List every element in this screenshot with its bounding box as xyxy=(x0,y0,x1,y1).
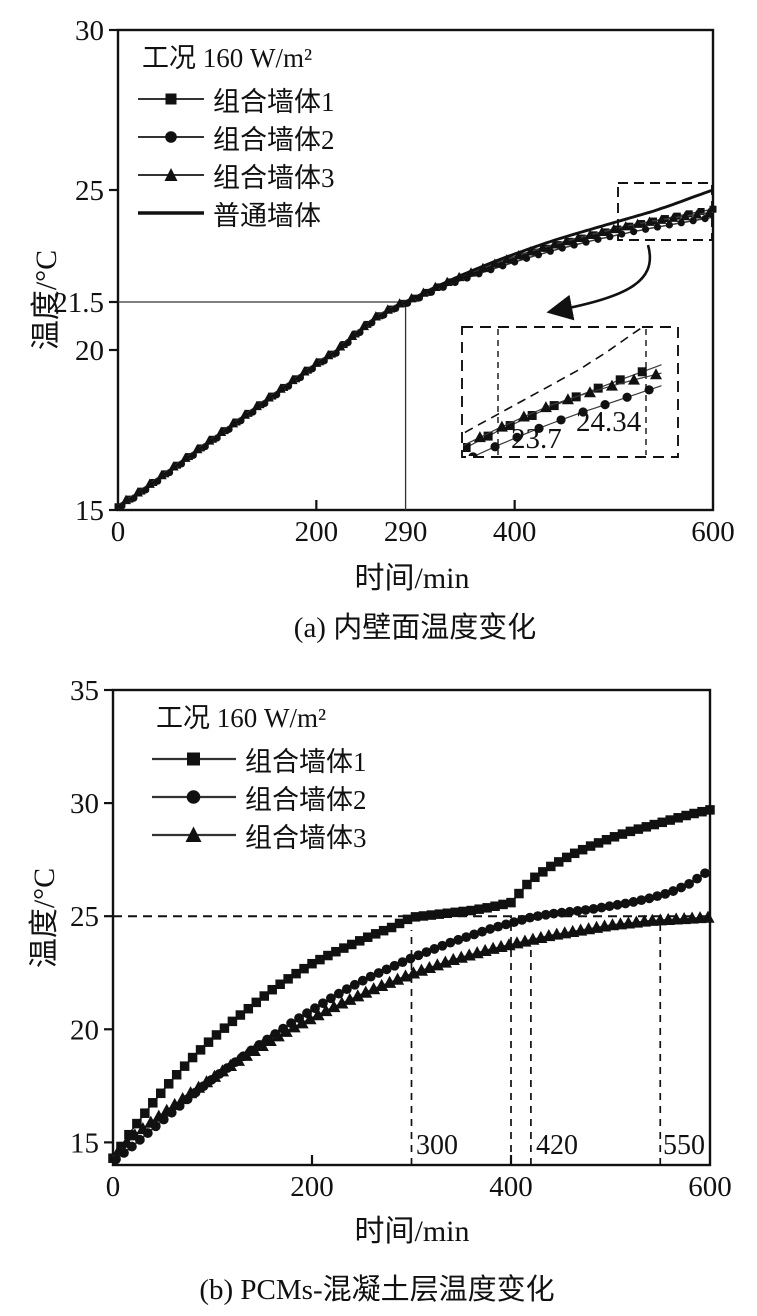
legend-a-label-4: 普通墙体 xyxy=(213,200,321,231)
y-tick-label: 25 xyxy=(75,175,104,207)
caption-b: (b) PCMs-混凝土层温度变化 xyxy=(199,1274,555,1306)
inset-series-普通墙体 xyxy=(463,328,643,435)
solid-line-icon xyxy=(138,211,204,215)
square-marker-icon xyxy=(138,93,204,105)
inset-box xyxy=(461,326,679,458)
x-tick-label: 0 xyxy=(106,1171,121,1203)
chart-a-canvas: 15 20 21.5 25 30 0 200 290 400 600 时间/min 温度/°C xyxy=(30,15,735,595)
circle-marker-icon xyxy=(138,131,204,143)
series-组合墙体2 xyxy=(111,868,711,1165)
series-组合墙体3 xyxy=(112,910,715,1157)
axis-ticks-labels: 15 20 25 30 35 0 200 400 600 xyxy=(70,675,732,1203)
x-tick-label: 400 xyxy=(493,516,537,548)
reference-lines xyxy=(118,301,407,510)
chart-b-generated: 15 20 25 30 35 0 200 400 600 xyxy=(70,675,732,1203)
series-组合墙体2 xyxy=(117,215,714,510)
legend-b-item-wall3: 组合墙体3 xyxy=(152,816,367,854)
zoom-selection-box xyxy=(617,182,713,241)
inset-series xyxy=(463,328,662,456)
legend-a-item-wall2: 组合墙体2 xyxy=(138,118,335,156)
x-axis-title-a: 时间/min xyxy=(354,562,469,595)
legend-b-item-wall2: 组合墙体2 xyxy=(152,778,367,816)
legend-a-item-wall3: 组合墙体3 xyxy=(138,156,335,194)
inset-value-label-24-34: 24.34 xyxy=(576,406,642,438)
x-tick-label: 600 xyxy=(691,516,735,548)
chart-b-canvas: 15 20 25 30 35 0 200 400 600 时间/min 温度/°C xyxy=(28,675,732,1248)
y-axis-title-a: 温度/°C xyxy=(30,250,63,350)
y-tick-label: 20 xyxy=(75,335,104,367)
y-tick-label: 15 xyxy=(75,495,104,527)
y-tick-label: 20 xyxy=(70,1014,99,1046)
square-marker-icon xyxy=(152,752,236,766)
legend-a: 工况 160 W/m² 组合墙体1 组合墙体2 组合墙体3 xyxy=(138,36,335,232)
plot-frame-a xyxy=(116,28,715,512)
series-普通墙体 xyxy=(117,188,714,509)
triangle-marker-icon xyxy=(152,826,236,842)
legend-b-label-2: 组合墙体2 xyxy=(245,784,367,815)
triangle-marker-icon xyxy=(138,168,204,181)
legend-a-label-3: 组合墙体3 xyxy=(213,162,335,193)
x-tick-label: 400 xyxy=(489,1171,533,1203)
legend-a-label-1: 组合墙体1 xyxy=(213,86,335,117)
legend-a-item-plain-wall: 普通墙体 xyxy=(138,194,335,232)
series-组合墙体3 xyxy=(117,207,715,506)
x-tick-label: 600 xyxy=(688,1171,732,1203)
x-tick-label: 290 xyxy=(384,516,428,548)
legend-b-label-3: 组合墙体3 xyxy=(245,822,367,853)
x-tick-label: 0 xyxy=(111,516,126,548)
time-label-550: 550 xyxy=(663,1130,705,1161)
y-tick-label: 30 xyxy=(75,15,104,47)
dashed-guides xyxy=(113,915,710,1165)
x-tick-label: 200 xyxy=(290,1171,334,1203)
time-label-420: 420 xyxy=(536,1130,578,1161)
x-tick-label: 200 xyxy=(295,516,339,548)
zoom-arrow xyxy=(546,244,652,321)
legend-a-title: 工况 160 W/m² xyxy=(142,43,313,73)
y-tick-label: 35 xyxy=(70,675,99,707)
series-组合墙体1 xyxy=(108,805,715,1163)
chart-a-generated: 15 20 21.5 25 30 0 200 290 400 600 xyxy=(53,15,735,548)
legend-a-label-2: 组合墙体2 xyxy=(213,124,335,155)
legend-a-item-wall1: 组合墙体1 xyxy=(138,80,335,118)
y-tick-label: 15 xyxy=(70,1127,99,1159)
inset-series-组合墙体3 xyxy=(463,368,662,447)
circle-marker-icon xyxy=(152,790,236,804)
legend-b-label-1: 组合墙体1 xyxy=(245,746,367,777)
y-tick-label: 30 xyxy=(70,788,99,820)
legend-b-item-wall1: 组合墙体1 xyxy=(152,740,367,778)
series-组合墙体1 xyxy=(114,205,717,511)
axis-ticks-labels: 15 20 21.5 25 30 0 200 290 400 600 xyxy=(53,15,735,548)
y-tick-label: 25 xyxy=(70,901,99,933)
inset-series-组合墙体2 xyxy=(468,385,662,456)
y-tick-label: 21.5 xyxy=(53,287,104,319)
legend-b: 工况 160 W/m² 组合墙体1 组合墙体2 组合墙体3 xyxy=(152,696,367,854)
legend-b-title: 工况 160 W/m² xyxy=(156,703,327,733)
inset-value-label-23-7: 23.7 xyxy=(511,423,562,455)
caption-a: (a) 内壁面温度变化 xyxy=(293,612,537,644)
time-label-300: 300 xyxy=(416,1130,458,1161)
x-axis-title-b: 时间/min xyxy=(354,1215,469,1248)
y-axis-title-b: 温度/°C xyxy=(28,868,61,968)
